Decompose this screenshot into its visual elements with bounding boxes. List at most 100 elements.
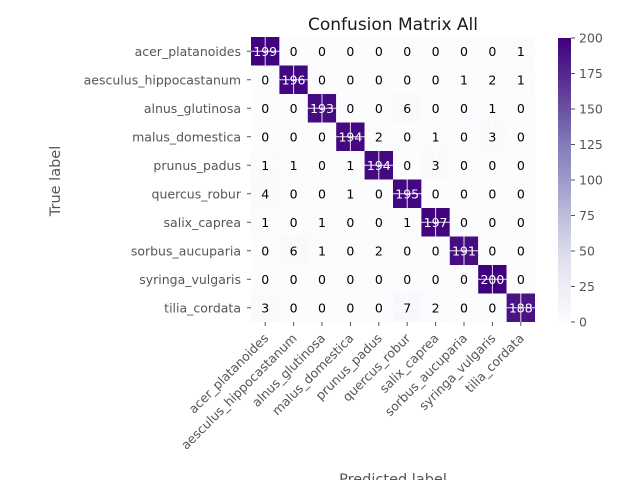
cell-value-label: 1	[517, 44, 525, 59]
cell-value-label: 0	[261, 129, 269, 144]
chart-title: Confusion Matrix All	[308, 15, 478, 35]
cell-value-label: 0	[375, 300, 383, 315]
cell-value-label: 0	[460, 44, 468, 59]
cell-value-labels: 199 0 0 0 0 0 0 0 0 10 196 0 0 0 0 0 1 2 10 0 193 0 0 6 0 0 1 00 0 0 1…	[253, 44, 533, 316]
cell-value-label: 1	[488, 101, 496, 116]
cell-value-label: 0	[403, 272, 411, 287]
cell-value-label: 0	[261, 72, 269, 87]
cell-value-label: 194	[338, 129, 362, 144]
cell-value-label: 0	[460, 129, 468, 144]
cell-value-label: 0	[460, 158, 468, 173]
cell-value-label: 196	[282, 72, 306, 87]
cell-value-label: 1	[346, 186, 354, 201]
colorbar-tick-label: 150	[579, 102, 603, 117]
y-tick-label: syringa_vulgaris	[139, 272, 241, 287]
cell-value-label: 0	[403, 243, 411, 258]
cell-value-label: 0	[290, 272, 298, 287]
y-tick-label: alnus_glutinosa	[144, 101, 241, 116]
cell-value-label: 0	[517, 158, 525, 173]
colorbar-tick-label: 0	[579, 315, 587, 330]
cell-value-label: 0	[432, 44, 440, 59]
cell-value-label: 0	[432, 72, 440, 87]
cell-value-label: 1	[318, 215, 326, 230]
cell-value-label: 0	[517, 101, 525, 116]
cell-value-label: 0	[346, 72, 354, 87]
cell-value-label: 1	[432, 129, 440, 144]
cell-value-label: 6	[290, 243, 298, 258]
y-tick-label: tilia_cordata	[164, 300, 241, 315]
cell-value-label: 3	[488, 129, 496, 144]
cell-value-label: 0	[318, 158, 326, 173]
cell-value-label: 0	[375, 101, 383, 116]
cell-value-label: 0	[460, 300, 468, 315]
cell-value-label: 0	[346, 44, 354, 59]
y-tick-label: quercus_robur	[152, 186, 242, 201]
cell-value-label: 0	[488, 186, 496, 201]
x-axis-label: Predicted label	[339, 472, 447, 480]
cell-value-label: 1	[261, 158, 269, 173]
y-tick-label: prunus_padus	[153, 158, 241, 173]
cell-value-label: 4	[261, 186, 269, 201]
cell-value-label: 2	[375, 129, 383, 144]
heatmap-gridlines	[251, 37, 535, 322]
y-tick-label: acer_platanoides	[135, 44, 241, 59]
cell-value-label: 0	[460, 186, 468, 201]
cell-value-label: 0	[460, 272, 468, 287]
cell-value-label: 3	[261, 300, 269, 315]
cell-value-label: 0	[460, 101, 468, 116]
cell-value-label: 0	[517, 272, 525, 287]
cell-value-label: 0	[488, 44, 496, 59]
cell-value-label: 0	[261, 243, 269, 258]
cell-value-label: 0	[432, 101, 440, 116]
y-axis-label: True label	[48, 146, 64, 217]
cell-value-label: 0	[290, 215, 298, 230]
cell-value-label: 0	[318, 300, 326, 315]
y-tick-label: salix_caprea	[164, 215, 241, 230]
cell-value-label: 0	[375, 72, 383, 87]
colorbar-tick-label: 50	[579, 244, 595, 259]
cell-value-label: 2	[432, 300, 440, 315]
cell-value-label: 0	[290, 129, 298, 144]
cell-value-label: 3	[432, 158, 440, 173]
cell-value-label: 1	[517, 72, 525, 87]
cell-value-label: 0	[403, 158, 411, 173]
cell-value-label: 0	[346, 101, 354, 116]
cell-value-label: 0	[290, 101, 298, 116]
colorbar-tick-label: 25	[579, 279, 595, 294]
cell-value-label: 0	[403, 72, 411, 87]
cell-value-label: 195	[395, 186, 419, 201]
cell-value-label: 0	[261, 272, 269, 287]
x-tick-label: aesculus_hippocastanum	[178, 331, 300, 453]
cell-value-label: 191	[452, 243, 476, 258]
colorbar-tick-label: 200	[579, 31, 603, 46]
cell-value-label: 194	[367, 158, 391, 173]
cell-value-label: 1	[261, 215, 269, 230]
cell-value-label: 2	[488, 72, 496, 87]
cell-value-label: 2	[375, 243, 383, 258]
cell-value-label: 0	[290, 186, 298, 201]
cell-value-label: 193	[310, 101, 334, 116]
cell-value-label: 0	[346, 300, 354, 315]
cell-value-label: 1	[460, 72, 468, 87]
x-axis-ticks: acer_platanoidesaesculus_hippocastanumal…	[178, 322, 527, 452]
cell-value-label: 0	[375, 215, 383, 230]
cell-value-label: 200	[480, 272, 504, 287]
colorbar-tick-label: 100	[579, 173, 603, 188]
cell-value-label: 0	[488, 158, 496, 173]
cell-value-label: 0	[403, 129, 411, 144]
cell-value-label: 1	[290, 158, 298, 173]
colorbar-tick-label: 125	[579, 137, 603, 152]
cell-value-label: 0	[432, 186, 440, 201]
cell-value-label: 1	[403, 215, 411, 230]
cell-value-label: 0	[318, 44, 326, 59]
colorbar	[558, 38, 571, 322]
cell-value-label: 0	[375, 186, 383, 201]
y-tick-label: malus_domestica	[132, 129, 241, 144]
cell-value-label: 7	[403, 300, 411, 315]
cell-value-label: 6	[403, 101, 411, 116]
cell-value-label: 0	[346, 243, 354, 258]
cell-value-label: 0	[318, 186, 326, 201]
cell-value-label: 0	[488, 300, 496, 315]
cell-value-label: 0	[432, 272, 440, 287]
